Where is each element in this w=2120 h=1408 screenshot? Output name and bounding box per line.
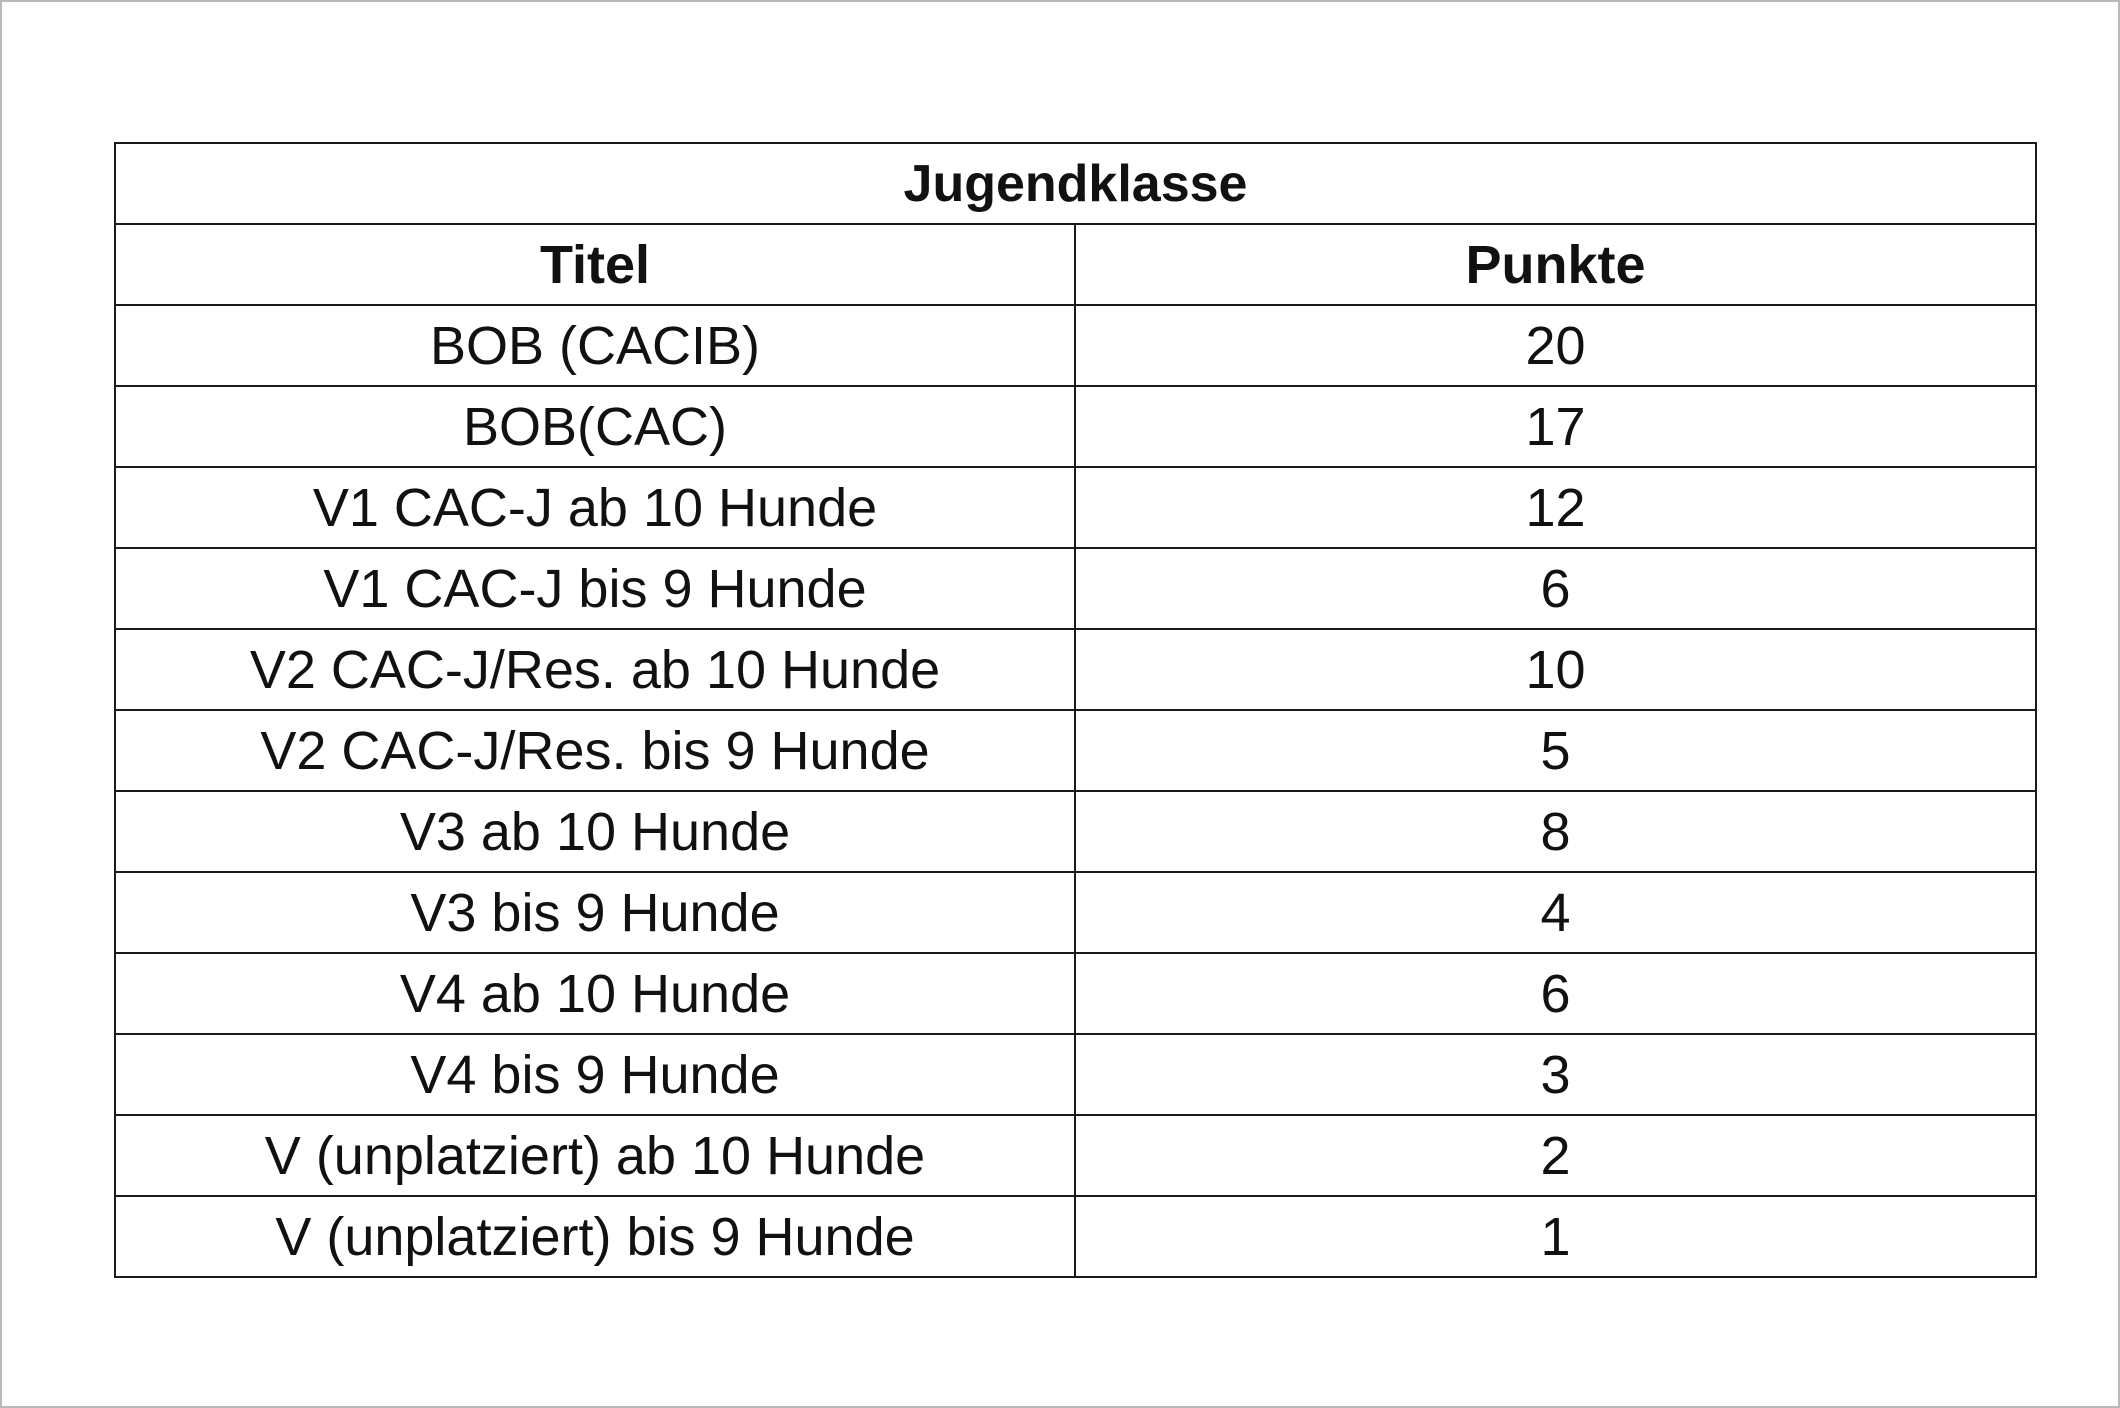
table-row: V (unplatziert) bis 9 Hunde 1 xyxy=(114,1195,2038,1278)
table-title: Jugendklasse xyxy=(113,142,2038,225)
cell-titel: V3 ab 10 Hunde xyxy=(114,790,1076,873)
header-row: Titel Punkte xyxy=(114,223,2038,306)
table-row: BOB(CAC) 17 xyxy=(114,385,2038,468)
table-row: V2 CAC-J/Res. ab 10 Hunde 10 xyxy=(114,628,2038,711)
cell-punkte: 10 xyxy=(1073,628,2038,711)
column-header-punkte: Punkte xyxy=(1073,223,2038,306)
cell-titel: BOB(CAC) xyxy=(114,385,1076,468)
table-row: V1 CAC-J bis 9 Hunde 6 xyxy=(114,547,2038,630)
table-body: Jugendklasse Titel Punkte BOB (CACIB) 20 B… xyxy=(113,142,2038,1278)
cell-punkte: 6 xyxy=(1073,547,2038,630)
table-row: V1 CAC-J ab 10 Hunde 12 xyxy=(114,466,2038,549)
cell-punkte: 12 xyxy=(1073,466,2038,549)
cell-titel: V3 bis 9 Hunde xyxy=(114,871,1076,954)
points-table: Jugendklasse Titel Punkte BOB (CACIB) 20 B… xyxy=(113,142,2038,1278)
cell-titel: V2 CAC-J/Res. bis 9 Hunde xyxy=(114,709,1076,792)
table-row: V3 bis 9 Hunde 4 xyxy=(114,871,2038,954)
cell-punkte: 3 xyxy=(1073,1033,2038,1116)
table-row: V (unplatziert) ab 10 Hunde 2 xyxy=(114,1114,2038,1197)
caption-row: Jugendklasse xyxy=(113,142,2038,225)
cell-titel: V (unplatziert) bis 9 Hunde xyxy=(114,1195,1076,1278)
cell-titel: V2 CAC-J/Res. ab 10 Hunde xyxy=(114,628,1076,711)
table-row: V3 ab 10 Hunde 8 xyxy=(114,790,2038,873)
cell-titel: V4 ab 10 Hunde xyxy=(114,952,1076,1035)
cell-punkte: 17 xyxy=(1073,385,2038,468)
cell-punkte: 6 xyxy=(1073,952,2038,1035)
table-row: V4 ab 10 Hunde 6 xyxy=(114,952,2038,1035)
cell-titel: V4 bis 9 Hunde xyxy=(114,1033,1076,1116)
cell-titel: V1 CAC-J bis 9 Hunde xyxy=(114,547,1076,630)
table-row: V2 CAC-J/Res. bis 9 Hunde 5 xyxy=(114,709,2038,792)
cell-punkte: 1 xyxy=(1073,1195,2038,1278)
cell-punkte: 5 xyxy=(1073,709,2038,792)
table-row: BOB (CACIB) 20 xyxy=(114,304,2038,387)
cell-titel: V1 CAC-J ab 10 Hunde xyxy=(114,466,1076,549)
table-row: V4 bis 9 Hunde 3 xyxy=(114,1033,2038,1116)
cell-titel: V (unplatziert) ab 10 Hunde xyxy=(114,1114,1076,1197)
cell-titel: BOB (CACIB) xyxy=(114,304,1076,387)
cell-punkte: 20 xyxy=(1073,304,2038,387)
cell-punkte: 2 xyxy=(1073,1114,2038,1197)
column-header-titel: Titel xyxy=(114,223,1076,306)
cell-punkte: 8 xyxy=(1073,790,2038,873)
cell-punkte: 4 xyxy=(1073,871,2038,954)
